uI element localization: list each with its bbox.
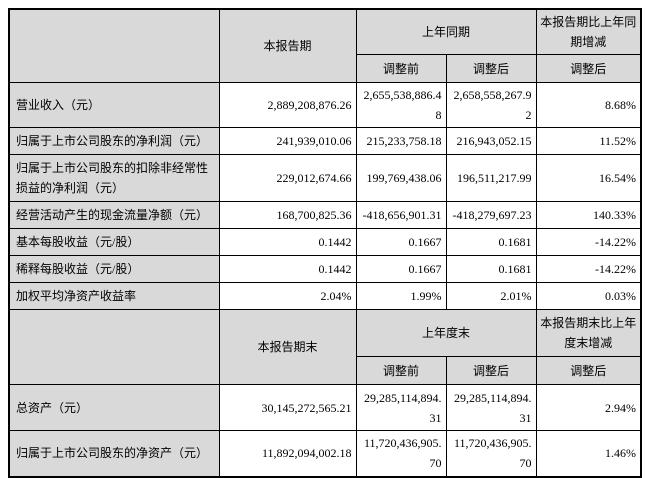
current-period-value: 2.04% (218, 282, 357, 310)
metric-label: 归属于上市公司股东的净利润（元） (8, 127, 220, 155)
change-value: 16.54% (535, 154, 642, 202)
change-value: -14.22% (535, 228, 642, 256)
current-period-value: 241,939,010.06 (218, 127, 357, 155)
prior-after-value: 0.1681 (445, 255, 537, 283)
table-row: 总资产（元） 30,145,272,565.21 29,285,114,894.… (8, 384, 642, 431)
prior-after-value: 196,511,217.99 (445, 154, 537, 202)
financial-summary-table: 本报告期 上年同期 本报告期比上年同期增减 调整前 调整后 调整后 营业收入（元… (8, 8, 643, 478)
header-current-period: 本报告期 (218, 8, 357, 83)
header-adjust-after: 调整后 (445, 54, 537, 83)
table-row: 归属于上市公司股东的净资产（元） 11,892,094,002.18 11,72… (8, 430, 642, 477)
table-row: 归属于上市公司股东的净利润（元） 241,939,010.06 215,233,… (8, 127, 642, 155)
header-adjust-before: 调整前 (355, 356, 447, 385)
prior-before-value: -418,656,901.31 (355, 201, 447, 229)
header-adjust-after: 调整后 (445, 356, 537, 385)
change-value: 8.68% (535, 82, 642, 128)
section1-header-row-top: 本报告期 上年同期 本报告期比上年同期增减 (8, 8, 642, 83)
metric-label: 营业收入（元） (8, 82, 220, 128)
prior-after-value: 11,720,436,905.70 (445, 430, 537, 477)
header-prior-year-end-group: 上年度末 (355, 309, 537, 357)
table-row: 营业收入（元） 2,889,208,876.26 2,655,538,886.4… (8, 82, 642, 128)
change-value: 2.94% (535, 384, 642, 431)
prior-after-value: 0.1681 (445, 228, 537, 256)
prior-after-value: 216,943,052.15 (445, 127, 537, 155)
change-value: 1.46% (535, 430, 642, 477)
prior-before-value: 0.1667 (355, 228, 447, 256)
prior-after-value: 2,658,558,267.92 (445, 82, 537, 128)
prior-after-value: 2.01% (445, 282, 537, 310)
current-period-value: 0.1442 (218, 228, 357, 256)
current-period-value: 30,145,272,565.21 (218, 384, 357, 431)
metric-label: 归属于上市公司股东的扣除非经常性损益的净利润（元） (8, 154, 220, 202)
change-value: 0.03% (535, 282, 642, 310)
table-row: 经营活动产生的现金流量净额（元） 168,700,825.36 -418,656… (8, 201, 642, 229)
metric-label: 加权平均净资产收益率 (8, 282, 220, 310)
metric-label: 经营活动产生的现金流量净额（元） (8, 201, 220, 229)
metric-label: 归属于上市公司股东的净资产（元） (8, 430, 220, 477)
current-period-value: 168,700,825.36 (218, 201, 357, 229)
prior-before-value: 2,655,538,886.48 (355, 82, 447, 128)
current-period-value: 2,889,208,876.26 (218, 82, 357, 128)
header-change-group: 本报告期比上年同期增减 (535, 8, 642, 55)
header-blank-cell (8, 8, 220, 83)
current-period-value: 229,012,674.66 (218, 154, 357, 202)
section1-header-row-sub: 调整前 调整后 调整后 (9, 54, 642, 83)
prior-after-value: 29,285,114,894.31 (445, 384, 537, 431)
header-change-adjust-after: 调整后 (535, 356, 642, 385)
change-value: 140.33% (535, 201, 642, 229)
metric-label: 总资产（元） (8, 384, 220, 431)
prior-before-value: 199,769,438.06 (355, 154, 447, 202)
prior-before-value: 1.99% (355, 282, 447, 310)
section2-header-row-top: 本报告期末 上年度末 本报告期末比上年度末增减 (8, 309, 642, 385)
header-prior-period-group: 上年同期 (355, 8, 537, 55)
prior-before-value: 11,720,436,905.70 (355, 430, 447, 477)
table-row: 加权平均净资产收益率 2.04% 1.99% 2.01% 0.03% (8, 282, 642, 310)
header-current-period-end: 本报告期末 (218, 309, 357, 385)
current-period-value: 11,892,094,002.18 (218, 430, 357, 477)
header-end-change-group: 本报告期末比上年度末增减 (535, 309, 642, 357)
header-adjust-before: 调整前 (355, 54, 447, 83)
header-change-adjust-after: 调整后 (535, 54, 642, 83)
metric-label: 基本每股收益（元/股） (8, 228, 220, 256)
prior-after-value: -418,279,697.23 (445, 201, 537, 229)
change-value: 11.52% (535, 127, 642, 155)
current-period-value: 0.1442 (218, 255, 357, 283)
prior-before-value: 29,285,114,894.31 (355, 384, 447, 431)
prior-before-value: 215,233,758.18 (355, 127, 447, 155)
table-row: 基本每股收益（元/股） 0.1442 0.1667 0.1681 -14.22% (8, 228, 642, 256)
prior-before-value: 0.1667 (355, 255, 447, 283)
change-value: -14.22% (535, 255, 642, 283)
metric-label: 稀释每股收益（元/股） (8, 255, 220, 283)
header-blank-cell (8, 309, 220, 385)
table-row: 归属于上市公司股东的扣除非经常性损益的净利润（元） 229,012,674.66… (8, 154, 642, 202)
section2-header-row-sub: 调整前 调整后 调整后 (9, 356, 642, 385)
table-row: 稀释每股收益（元/股） 0.1442 0.1667 0.1681 -14.22% (8, 255, 642, 283)
